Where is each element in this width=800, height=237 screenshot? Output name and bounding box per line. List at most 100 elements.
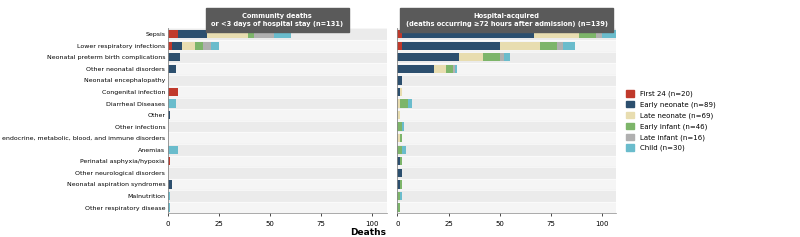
Bar bbox=[254, 30, 274, 38]
Bar bbox=[168, 88, 178, 96]
Bar bbox=[453, 65, 454, 73]
Bar bbox=[399, 180, 402, 189]
Bar bbox=[398, 202, 616, 213]
Bar bbox=[168, 42, 172, 50]
Bar bbox=[483, 53, 499, 61]
Bar bbox=[168, 30, 178, 38]
Bar bbox=[398, 109, 616, 121]
Bar bbox=[168, 121, 386, 132]
Bar bbox=[399, 134, 402, 142]
Text: Deaths: Deaths bbox=[350, 228, 386, 237]
Bar bbox=[398, 132, 616, 144]
Bar bbox=[168, 180, 172, 189]
Bar bbox=[168, 202, 386, 213]
Bar bbox=[398, 99, 399, 108]
Bar bbox=[168, 146, 178, 154]
Bar bbox=[579, 30, 595, 38]
Bar bbox=[168, 157, 170, 165]
Bar bbox=[398, 65, 434, 73]
Bar bbox=[168, 111, 170, 119]
Bar bbox=[168, 75, 386, 86]
Legend: First 24 (n=20), Early neonate (n=89), Late neonate (n=69), Early infant (n=46),: First 24 (n=20), Early neonate (n=89), L… bbox=[626, 90, 716, 151]
Bar bbox=[499, 53, 504, 61]
Bar bbox=[207, 30, 248, 38]
Bar bbox=[402, 123, 403, 131]
Bar bbox=[398, 134, 399, 142]
Bar bbox=[602, 30, 626, 38]
Bar bbox=[398, 123, 402, 131]
Bar bbox=[398, 111, 399, 119]
Bar bbox=[168, 109, 386, 121]
Bar bbox=[398, 144, 616, 155]
Bar bbox=[398, 179, 616, 190]
Bar bbox=[168, 203, 170, 212]
Bar bbox=[458, 53, 483, 61]
Bar bbox=[446, 65, 453, 73]
Bar bbox=[398, 157, 399, 165]
Bar bbox=[398, 180, 399, 189]
Bar bbox=[168, 190, 386, 202]
Bar bbox=[398, 53, 458, 61]
Bar bbox=[595, 30, 602, 38]
Bar bbox=[398, 30, 402, 38]
Bar bbox=[211, 42, 219, 50]
Bar bbox=[168, 28, 386, 40]
Bar bbox=[402, 146, 406, 154]
Bar bbox=[398, 63, 616, 75]
Bar bbox=[398, 167, 616, 179]
Bar bbox=[168, 86, 386, 98]
Bar bbox=[398, 42, 402, 50]
Bar bbox=[168, 40, 386, 52]
Bar bbox=[454, 65, 457, 73]
Bar bbox=[168, 53, 180, 61]
Bar bbox=[399, 192, 402, 200]
Bar bbox=[168, 144, 386, 155]
Bar bbox=[398, 28, 616, 40]
Bar bbox=[398, 203, 399, 212]
Bar bbox=[194, 42, 202, 50]
Bar bbox=[398, 169, 402, 177]
Bar bbox=[168, 63, 386, 75]
Bar bbox=[398, 40, 616, 52]
Bar bbox=[398, 86, 616, 98]
Bar bbox=[168, 99, 176, 108]
Bar bbox=[398, 76, 402, 85]
Bar bbox=[398, 146, 402, 154]
Bar bbox=[499, 42, 541, 50]
Bar bbox=[398, 88, 399, 96]
Bar bbox=[557, 42, 563, 50]
Bar bbox=[168, 192, 170, 200]
Title: Community deaths
or <3 days of hospital stay (n=131): Community deaths or <3 days of hospital … bbox=[211, 13, 343, 27]
Bar bbox=[399, 88, 402, 96]
Bar bbox=[168, 167, 386, 179]
Bar bbox=[534, 30, 579, 38]
Bar bbox=[168, 179, 386, 190]
Bar bbox=[168, 52, 386, 63]
Bar bbox=[202, 42, 211, 50]
Bar bbox=[399, 157, 402, 165]
Bar bbox=[563, 42, 575, 50]
Bar bbox=[399, 99, 408, 108]
Bar bbox=[398, 98, 616, 109]
Bar bbox=[408, 99, 412, 108]
Bar bbox=[504, 53, 510, 61]
Bar bbox=[248, 30, 254, 38]
Bar bbox=[398, 192, 399, 200]
Bar bbox=[168, 65, 176, 73]
Bar bbox=[172, 42, 182, 50]
Bar bbox=[402, 42, 499, 50]
Bar bbox=[402, 30, 534, 38]
Bar bbox=[168, 98, 386, 109]
Bar bbox=[168, 155, 386, 167]
Bar bbox=[398, 121, 616, 132]
Bar bbox=[434, 65, 446, 73]
Bar bbox=[274, 30, 290, 38]
Bar bbox=[398, 190, 616, 202]
Bar bbox=[398, 52, 616, 63]
Bar bbox=[182, 42, 194, 50]
Bar bbox=[398, 155, 616, 167]
Bar bbox=[178, 30, 207, 38]
Bar bbox=[168, 132, 386, 144]
Bar bbox=[541, 42, 557, 50]
Bar bbox=[398, 75, 616, 86]
